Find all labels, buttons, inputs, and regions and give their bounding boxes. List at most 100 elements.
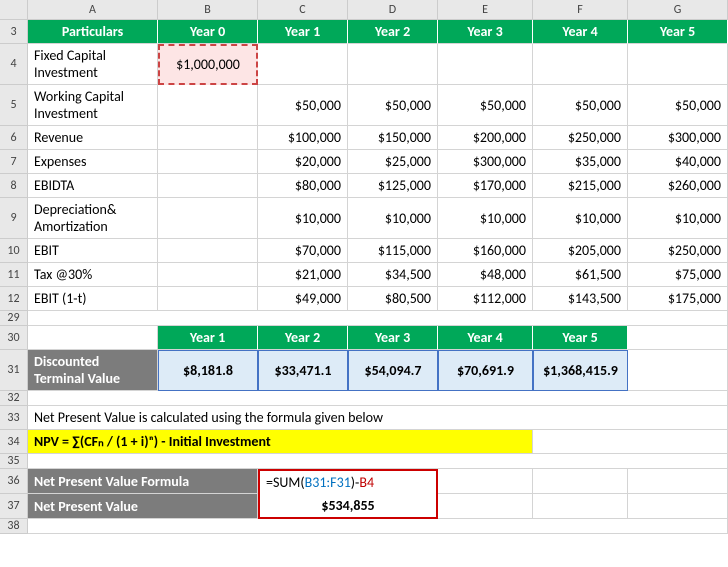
row-5[interactable]: 5 — [0, 85, 28, 126]
dcf-label[interactable]: Discounted Terminal Value — [28, 350, 158, 391]
empty-32[interactable] — [28, 391, 728, 406]
cell-fg34[interactable] — [533, 430, 728, 454]
col-F[interactable]: F — [533, 0, 628, 20]
row-29[interactable]: 29 — [0, 311, 28, 326]
y1-8[interactable]: $80,000 — [258, 174, 348, 198]
dcf-v5[interactable]: $1,368,415.9 — [533, 350, 628, 391]
y5-9[interactable]: $10,000 — [628, 198, 728, 239]
y0-4[interactable]: $1,000,000 — [158, 44, 258, 85]
hdr-particulars[interactable]: Particulars — [28, 20, 158, 44]
row-30[interactable]: 30 — [0, 326, 28, 350]
dcf-y1[interactable]: Year 1 — [158, 326, 258, 350]
label-9[interactable]: Depreciation& Amortization — [28, 198, 158, 239]
y1-10[interactable]: $70,000 — [258, 239, 348, 263]
row-7[interactable]: 7 — [0, 150, 28, 174]
npv-formula-label[interactable]: Net Present Value Formula — [28, 469, 258, 494]
label-6[interactable]: Revenue — [28, 126, 158, 150]
npv-formula-cell[interactable]: =SUM(B31:F31)-B4 — [258, 469, 438, 494]
y4-4[interactable] — [533, 44, 628, 85]
y4-9[interactable]: $10,000 — [533, 198, 628, 239]
row-9[interactable]: 9 — [0, 198, 28, 239]
row-31[interactable]: 31 — [0, 350, 28, 391]
cell-f36[interactable] — [533, 469, 628, 494]
label-7[interactable]: Expenses — [28, 150, 158, 174]
y1-9[interactable]: $10,000 — [258, 198, 348, 239]
y0-11[interactable] — [158, 263, 258, 287]
label-4[interactable]: Fixed Capital Investment — [28, 44, 158, 85]
y3-10[interactable]: $160,000 — [438, 239, 533, 263]
row-33[interactable]: 33 — [0, 406, 28, 430]
hdr-y0[interactable]: Year 0 — [158, 20, 258, 44]
dcf-y5[interactable]: Year 5 — [533, 326, 628, 350]
y2-10[interactable]: $115,000 — [348, 239, 438, 263]
cell-g30[interactable] — [628, 326, 728, 350]
hdr-y4[interactable]: Year 4 — [533, 20, 628, 44]
y5-8[interactable]: $260,000 — [628, 174, 728, 198]
y3-5[interactable]: $50,000 — [438, 85, 533, 126]
y3-7[interactable]: $300,000 — [438, 150, 533, 174]
empty-35[interactable] — [28, 454, 728, 469]
row-36[interactable]: 36 — [0, 469, 28, 494]
row-35[interactable]: 35 — [0, 454, 28, 469]
y5-7[interactable]: $40,000 — [628, 150, 728, 174]
note-text[interactable]: Net Present Value is calculated using th… — [28, 406, 728, 430]
dcf-v3[interactable]: $54,094.7 — [348, 350, 438, 391]
cell-f37[interactable] — [533, 494, 628, 519]
y5-11[interactable]: $75,000 — [628, 263, 728, 287]
y0-12[interactable] — [158, 287, 258, 311]
y2-7[interactable]: $25,000 — [348, 150, 438, 174]
y5-6[interactable]: $300,000 — [628, 126, 728, 150]
cell-e36[interactable] — [438, 469, 533, 494]
col-D[interactable]: D — [348, 0, 438, 20]
y2-8[interactable]: $125,000 — [348, 174, 438, 198]
col-A[interactable]: A — [28, 0, 158, 20]
y1-5[interactable]: $50,000 — [258, 85, 348, 126]
dcf-y2[interactable]: Year 2 — [258, 326, 348, 350]
y0-10[interactable] — [158, 239, 258, 263]
y4-10[interactable]: $205,000 — [533, 239, 628, 263]
label-10[interactable]: EBIT — [28, 239, 158, 263]
y3-12[interactable]: $112,000 — [438, 287, 533, 311]
y5-5[interactable]: $50,000 — [628, 85, 728, 126]
label-12[interactable]: EBIT (1-t) — [28, 287, 158, 311]
y4-6[interactable]: $250,000 — [533, 126, 628, 150]
col-G[interactable]: G — [628, 0, 728, 20]
cell-g37[interactable] — [628, 494, 728, 519]
y3-11[interactable]: $48,000 — [438, 263, 533, 287]
y4-12[interactable]: $143,500 — [533, 287, 628, 311]
row-10[interactable]: 10 — [0, 239, 28, 263]
y2-11[interactable]: $34,500 — [348, 263, 438, 287]
hdr-y5[interactable]: Year 5 — [628, 20, 728, 44]
y0-5[interactable] — [158, 85, 258, 126]
label-11[interactable]: Tax @30% — [28, 263, 158, 287]
y1-7[interactable]: $20,000 — [258, 150, 348, 174]
y2-9[interactable]: $10,000 — [348, 198, 438, 239]
y5-4[interactable] — [628, 44, 728, 85]
label-5[interactable]: Working Capital Investment — [28, 85, 158, 126]
empty-38[interactable] — [28, 519, 728, 534]
dcf-v4[interactable]: $70,691.9 — [438, 350, 533, 391]
row-32[interactable]: 32 — [0, 391, 28, 406]
row-12[interactable]: 12 — [0, 287, 28, 311]
y1-6[interactable]: $100,000 — [258, 126, 348, 150]
y2-4[interactable] — [348, 44, 438, 85]
y3-9[interactable]: $10,000 — [438, 198, 533, 239]
row-3[interactable]: 3 — [0, 20, 28, 44]
row-4[interactable]: 4 — [0, 44, 28, 85]
row-6[interactable]: 6 — [0, 126, 28, 150]
dcf-v1[interactable]: $8,181.8 — [158, 350, 258, 391]
npv-result-label[interactable]: Net Present Value — [28, 494, 258, 519]
y4-5[interactable]: $50,000 — [533, 85, 628, 126]
y3-6[interactable]: $200,000 — [438, 126, 533, 150]
row-11[interactable]: 11 — [0, 263, 28, 287]
y3-8[interactable]: $170,000 — [438, 174, 533, 198]
row-38[interactable]: 38 — [0, 519, 28, 534]
y4-11[interactable]: $61,500 — [533, 263, 628, 287]
y1-12[interactable]: $49,000 — [258, 287, 348, 311]
col-C[interactable]: C — [258, 0, 348, 20]
y1-11[interactable]: $21,000 — [258, 263, 348, 287]
dcf-v2[interactable]: $33,471.1 — [258, 350, 348, 391]
y1-4[interactable] — [258, 44, 348, 85]
y0-8[interactable] — [158, 174, 258, 198]
col-E[interactable]: E — [438, 0, 533, 20]
